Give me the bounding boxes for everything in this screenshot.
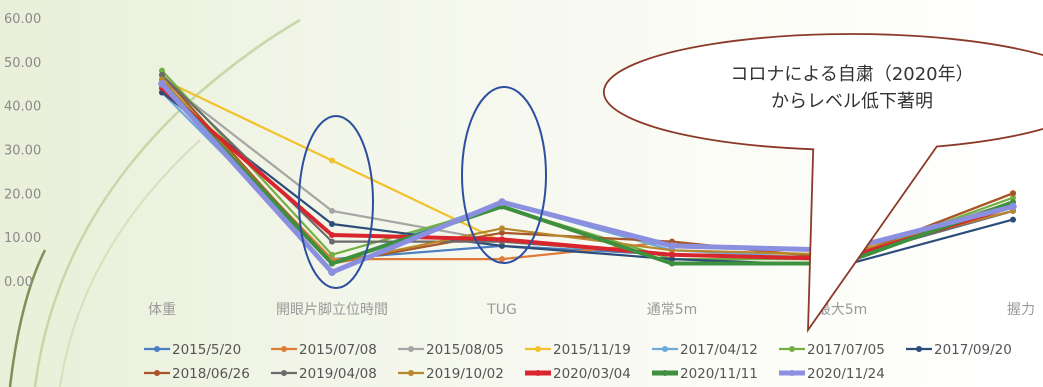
data-point [499, 256, 505, 263]
legend-marker [662, 346, 668, 352]
y-tick-label: 30.00 [4, 144, 41, 159]
legend-label: 2017/04/12 [680, 342, 758, 358]
legend-marker [154, 370, 160, 376]
data-point [329, 260, 335, 267]
highlight-oval-tug [461, 86, 547, 264]
data-point [159, 72, 165, 78]
y-tick-label: 60.00 [4, 12, 41, 27]
swoosh-curve [8, 249, 47, 387]
legend-label: 2020/03/04 [553, 366, 631, 382]
data-point [329, 221, 335, 227]
legend-item: 2020/11/24 [779, 366, 885, 382]
series-line [160, 86, 1014, 262]
legend-item: 2020/03/04 [525, 366, 631, 382]
y-tick-label: 20.00 [4, 187, 41, 202]
y-axis: 60.00 50.00 40.00 30.00 20.00 10.00 0.00 [4, 12, 41, 290]
callout-text-line2: からレベル低下著明 [771, 91, 933, 112]
x-category-label: 通常5m [647, 302, 698, 318]
callout-text-line1: コロナによる自粛（2020年） [730, 64, 973, 85]
x-category-label: 最大5m [817, 302, 868, 318]
legend-marker [281, 370, 287, 376]
x-category-label: TUG [486, 302, 517, 318]
data-point [158, 80, 166, 88]
data-point [159, 67, 165, 74]
legend-item: 2015/07/08 [271, 342, 377, 358]
legend-label: 2017/09/20 [934, 342, 1012, 358]
data-point [329, 232, 335, 238]
legend-marker [789, 370, 795, 376]
series-line [161, 91, 1014, 267]
legend-marker [535, 370, 541, 376]
data-point [328, 268, 336, 277]
legend-label: 2015/07/08 [299, 342, 377, 358]
data-point [1010, 190, 1016, 197]
y-tick-label: 50.00 [4, 56, 41, 71]
legend-item: 2019/04/08 [271, 366, 377, 382]
swoosh-curve [33, 18, 301, 387]
legend-item: 2019/10/02 [398, 366, 504, 382]
legend-item: 2017/04/12 [652, 342, 758, 358]
data-point [329, 238, 335, 245]
highlight-ovals [298, 86, 547, 289]
legend-item: 2017/09/20 [906, 342, 1012, 358]
data-point [668, 242, 676, 250]
data-point [329, 157, 335, 164]
series-line [160, 82, 1014, 266]
legend-label: 2019/04/08 [299, 366, 377, 382]
data-point [499, 242, 505, 249]
data-point [498, 198, 506, 206]
swoosh-curve [59, 139, 201, 387]
legend-marker [662, 370, 668, 376]
legend-item: 2018/06/26 [144, 366, 250, 382]
data-point [1009, 202, 1017, 211]
y-tick-label: 0.00 [4, 275, 33, 290]
data-point [499, 229, 505, 236]
x-category-label: 体重 [148, 302, 176, 318]
legend-item: 2017/07/05 [779, 342, 885, 358]
data-point [499, 225, 505, 232]
decorative-swoosh [8, 18, 301, 387]
data-point [669, 251, 675, 258]
data-point [669, 260, 675, 267]
legend-label: 2015/5/20 [172, 342, 241, 358]
y-tick-label: 40.00 [4, 100, 41, 115]
data-point [1010, 216, 1016, 223]
legend-label: 2015/08/05 [426, 342, 504, 358]
legend-label: 2020/11/11 [680, 366, 758, 382]
x-category-label: 握力 [1007, 302, 1035, 318]
legend-label: 2020/11/24 [807, 366, 885, 382]
x-category-label: 開眼片脚立位時間 [276, 302, 388, 318]
highlight-oval-standing [298, 115, 374, 289]
legend-item: 2015/08/05 [398, 342, 504, 358]
legend-label: 2017/07/05 [807, 342, 885, 358]
legend-label: 2015/11/19 [553, 342, 631, 358]
legend-marker [154, 346, 160, 352]
y-tick-label: 10.00 [4, 231, 41, 246]
callout-shape [602, 33, 1043, 333]
data-point [499, 236, 505, 243]
legend-marker [789, 346, 795, 352]
data-point [669, 256, 675, 263]
legend: 2015/5/20 2015/07/08 2015/08/05 2015/11/19 2… [144, 342, 1012, 382]
legend-item: 2015/5/20 [144, 342, 241, 358]
legend-label: 2019/10/02 [426, 366, 504, 382]
legend-label: 2018/06/26 [172, 366, 250, 382]
legend-marker [408, 370, 414, 376]
legend-marker [281, 346, 287, 352]
data-point [1010, 194, 1016, 201]
legend-marker [535, 346, 541, 352]
callout-bubble: コロナによる自粛（2020年） からレベル低下著明 [602, 33, 1043, 333]
x-axis: 体重 開眼片脚立位時間 TUG 通常5m 最大5m 握力 [148, 302, 1035, 318]
legend-marker [916, 346, 922, 352]
legend-marker [408, 346, 414, 352]
legend-item: 2020/11/11 [652, 366, 758, 382]
data-point [329, 251, 335, 258]
legend-item: 2015/11/19 [525, 342, 631, 358]
data-point [329, 207, 335, 214]
series-2017/09/20 [159, 89, 1016, 269]
